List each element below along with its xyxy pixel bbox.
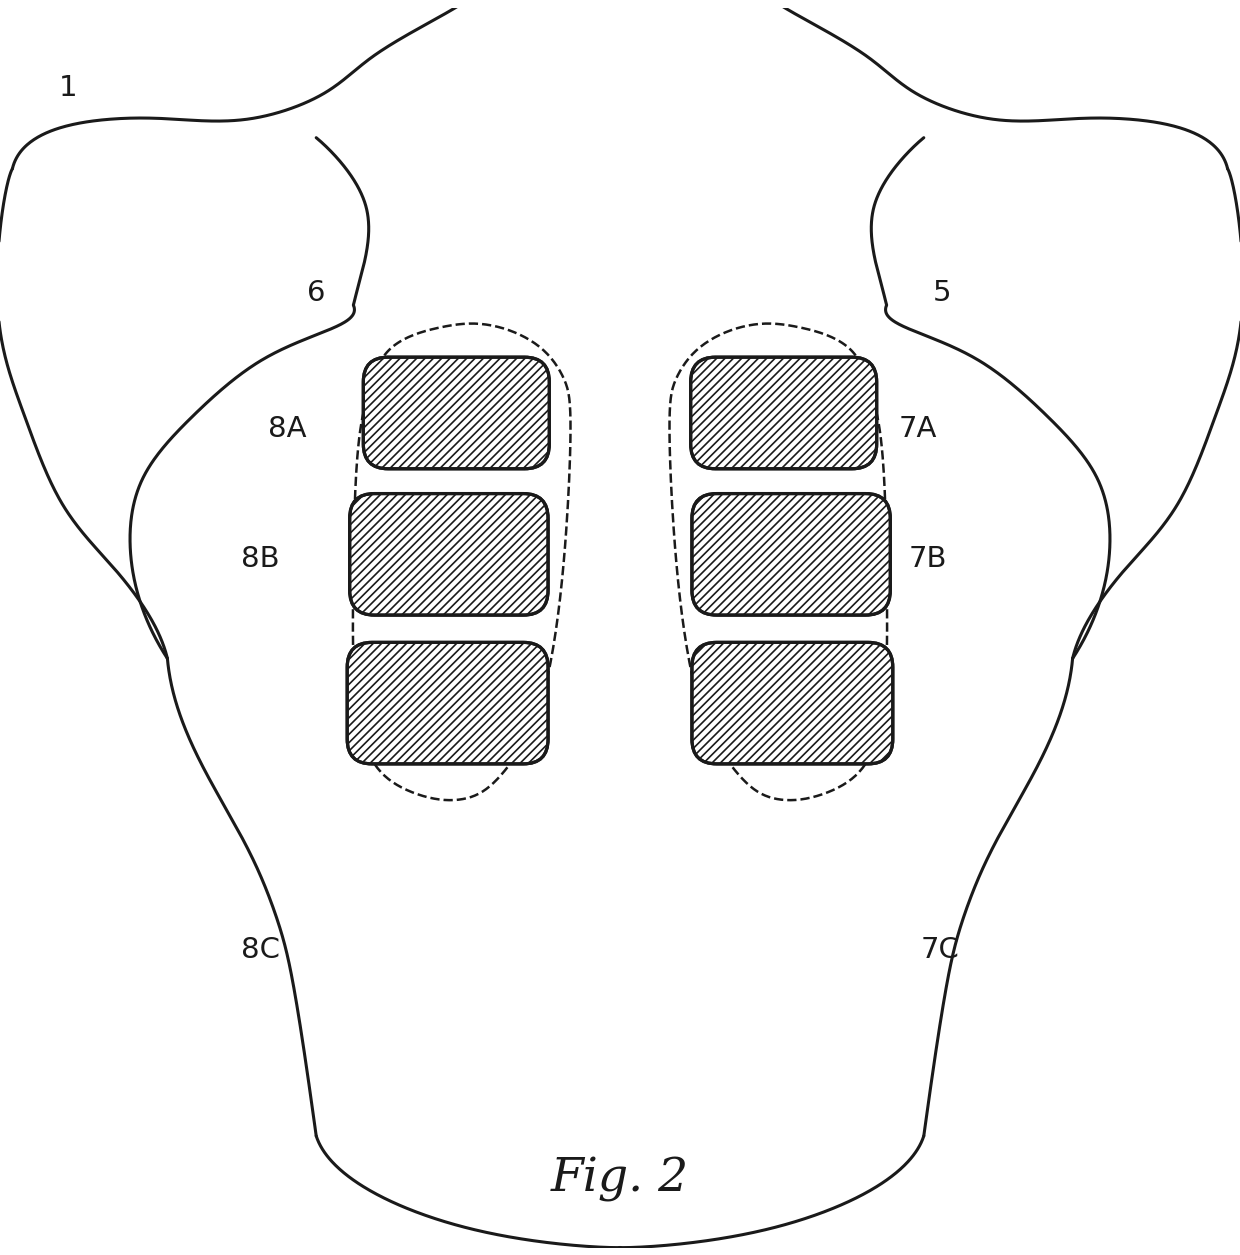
Text: 7A: 7A (899, 415, 936, 443)
FancyBboxPatch shape (692, 493, 890, 615)
Text: 7B: 7B (908, 546, 947, 574)
Text: 8B: 8B (241, 546, 280, 574)
Text: 5: 5 (934, 279, 951, 306)
Text: 8A: 8A (268, 415, 308, 443)
FancyBboxPatch shape (347, 643, 548, 764)
Text: 6: 6 (308, 279, 325, 306)
Text: Fig. 2: Fig. 2 (551, 1157, 689, 1202)
FancyBboxPatch shape (350, 493, 548, 615)
FancyBboxPatch shape (363, 358, 549, 469)
Text: 1: 1 (58, 74, 78, 102)
FancyBboxPatch shape (692, 643, 893, 764)
Text: 8C: 8C (241, 936, 280, 964)
Text: 7C: 7C (920, 936, 960, 964)
FancyBboxPatch shape (691, 358, 877, 469)
